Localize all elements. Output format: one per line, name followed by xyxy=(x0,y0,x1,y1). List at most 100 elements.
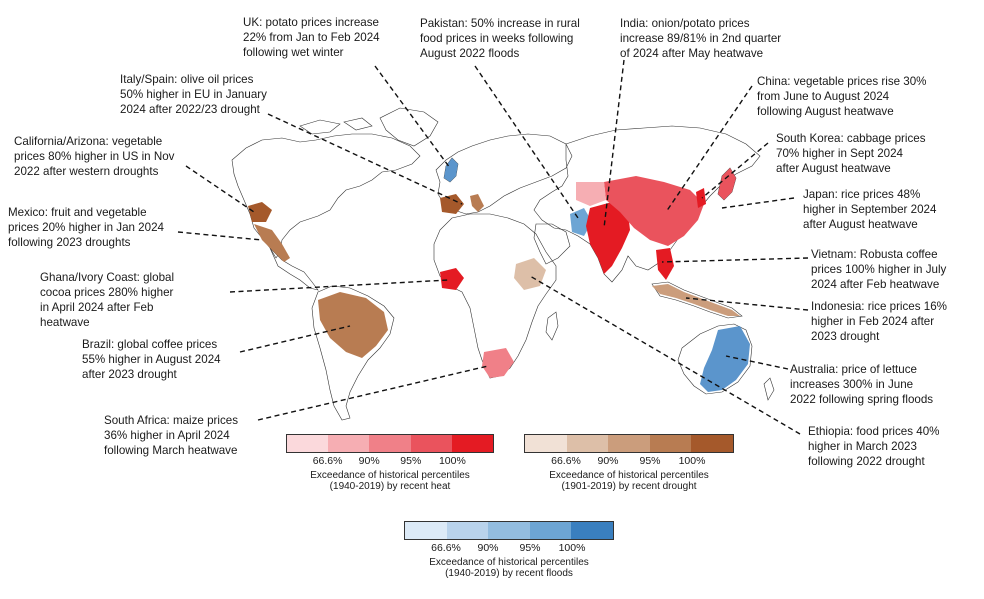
tick-label: 90% xyxy=(477,542,499,554)
heat-swatch xyxy=(328,435,370,452)
tick-label: 100% xyxy=(678,455,706,467)
legend-drought-caption: Exceedance of historical percentiles (19… xyxy=(549,470,709,492)
legend-heat-ticks: 66.6% 90% 95% 100% xyxy=(286,453,494,467)
mexico-drought-region xyxy=(254,224,290,262)
annotation-vietnam: Vietnam: Robusta coffee prices 100% high… xyxy=(811,248,947,291)
annotation-china: China: vegetable prices rise 30% from Ju… xyxy=(757,75,927,118)
italy-drought-region xyxy=(470,194,484,212)
ghana-leader-line xyxy=(229,279,449,293)
arabia-outline xyxy=(533,223,571,265)
japan-leader-line xyxy=(721,197,795,209)
southeast-asia-islands-outline xyxy=(651,281,743,319)
heat-swatch xyxy=(451,435,494,452)
annotation-uk: UK: potato prices increase 22% from Jan … xyxy=(243,16,380,59)
drought-swatch xyxy=(649,435,692,452)
china-leader-line xyxy=(665,85,753,213)
annotation-ethiopia: Ethiopia: food prices 40% higher in Marc… xyxy=(808,425,940,468)
legend-flood: 66.6% 90% 95% 100% Exceedance of histori… xyxy=(404,521,614,579)
drought-swatch xyxy=(691,435,733,452)
annotation-indonesia: Indonesia: rice prices 16% higher in Feb… xyxy=(811,300,947,343)
tick-label: 90% xyxy=(358,455,380,467)
leader-lines xyxy=(177,59,809,435)
heat-swatch xyxy=(369,435,411,452)
korea-heat-region xyxy=(696,188,706,208)
southafrica-leader-line xyxy=(257,365,489,421)
tick-label: 66.6% xyxy=(312,455,343,467)
ethiopia-drought-region xyxy=(514,258,546,290)
madagascar-outline xyxy=(545,311,559,341)
vietnam-heat-region xyxy=(656,248,674,280)
ghana-heat-region xyxy=(440,268,464,290)
legend-drought-colorbar xyxy=(524,434,734,453)
legend-drought-ticks: 66.6% 90% 95% 100% xyxy=(524,453,734,467)
tick-label: 95% xyxy=(400,455,422,467)
flood-swatch xyxy=(529,522,572,539)
annotation-mexico: Mexico: fruit and vegetable prices 20% h… xyxy=(8,206,164,249)
indonesia-leader-line xyxy=(685,297,809,311)
tick-label: 95% xyxy=(519,542,541,554)
annotation-south-africa: South Africa: maize prices 36% higher in… xyxy=(104,414,239,457)
legend-heat-colorbar xyxy=(286,434,494,453)
central-asia-heat-region xyxy=(576,182,606,206)
mexico-leader-line xyxy=(177,231,263,241)
south-africa-heat-region xyxy=(482,348,514,378)
asia-outline xyxy=(533,125,761,283)
new-zealand-outline xyxy=(763,377,775,401)
heat-swatch xyxy=(287,435,329,452)
india-leader-line xyxy=(603,59,625,229)
legend-drought: 66.6% 90% 95% 100% Exceedance of histori… xyxy=(524,434,734,492)
legend-flood-colorbar xyxy=(404,521,614,540)
annotation-italy-spain: Italy/Spain: olive oil prices 50% higher… xyxy=(120,73,267,116)
annotation-pakistan: Pakistan: 50% increase in rural food pri… xyxy=(420,17,580,60)
legend-heat-caption: Exceedance of historical percentiles (19… xyxy=(310,470,470,492)
annotation-ghana: Ghana/Ivory Coast: global cocoa prices 2… xyxy=(40,271,175,329)
annotation-australia: Australia: price of lettuce increases 30… xyxy=(790,363,934,406)
flood-swatch xyxy=(488,522,530,539)
california-drought-region xyxy=(248,202,272,222)
central-america-outline xyxy=(269,247,319,291)
annotation-japan: Japan: rice prices 48% higher in Septemb… xyxy=(803,188,937,231)
tick-label: 66.6% xyxy=(431,542,461,554)
annotation-california: California/Arizona: vegetable prices 80%… xyxy=(14,135,175,178)
tick-label: 100% xyxy=(558,542,586,554)
tick-label: 66.6% xyxy=(551,455,581,467)
indonesia-drought-region xyxy=(652,284,740,316)
legend-heat: 66.6% 90% 95% 100% Exceedance of histori… xyxy=(286,434,494,492)
heat-swatch xyxy=(410,435,452,452)
flood-swatch xyxy=(446,522,489,539)
drought-swatch xyxy=(608,435,650,452)
legend-flood-ticks: 66.6% 90% 95% 100% xyxy=(404,540,614,554)
india-heat-region xyxy=(586,202,630,274)
flood-swatch xyxy=(405,522,447,539)
annotation-south-korea: South Korea: cabbage prices 70% higher i… xyxy=(776,132,926,175)
drought-swatch xyxy=(566,435,609,452)
arctic-islands-outline xyxy=(299,117,373,135)
legend-flood-caption: Exceedance of historical percentiles (19… xyxy=(429,557,589,579)
australia-outline xyxy=(677,323,753,395)
drought-swatch xyxy=(525,435,567,452)
tick-label: 90% xyxy=(597,455,619,467)
japan-heat-region xyxy=(718,168,736,200)
annotation-india: India: onion/potato prices increase 89/8… xyxy=(620,17,782,60)
tick-label: 95% xyxy=(639,455,661,467)
spain-drought-region xyxy=(440,194,464,214)
australia-flood-region xyxy=(700,326,750,392)
italy-leader-line xyxy=(267,113,463,205)
ethiopia-leader-line xyxy=(529,275,801,435)
annotation-brazil: Brazil: global coffee prices 55% higher … xyxy=(82,338,221,381)
vietnam-leader-line xyxy=(661,257,809,263)
uk-leader-line xyxy=(374,65,451,169)
south-america-outline xyxy=(311,285,395,421)
korea-leader-line xyxy=(701,142,769,199)
greenland-outline xyxy=(379,107,439,147)
tick-label: 100% xyxy=(438,455,466,467)
brazil-leader-line xyxy=(239,325,351,353)
pakistan-leader-line xyxy=(474,65,579,219)
flood-swatch xyxy=(571,522,613,539)
north-america-outline xyxy=(231,133,421,259)
brazil-drought-region xyxy=(318,292,388,358)
australia-leader-line xyxy=(725,355,789,370)
shaded-regions xyxy=(248,158,750,392)
california-leader-line xyxy=(185,165,255,213)
